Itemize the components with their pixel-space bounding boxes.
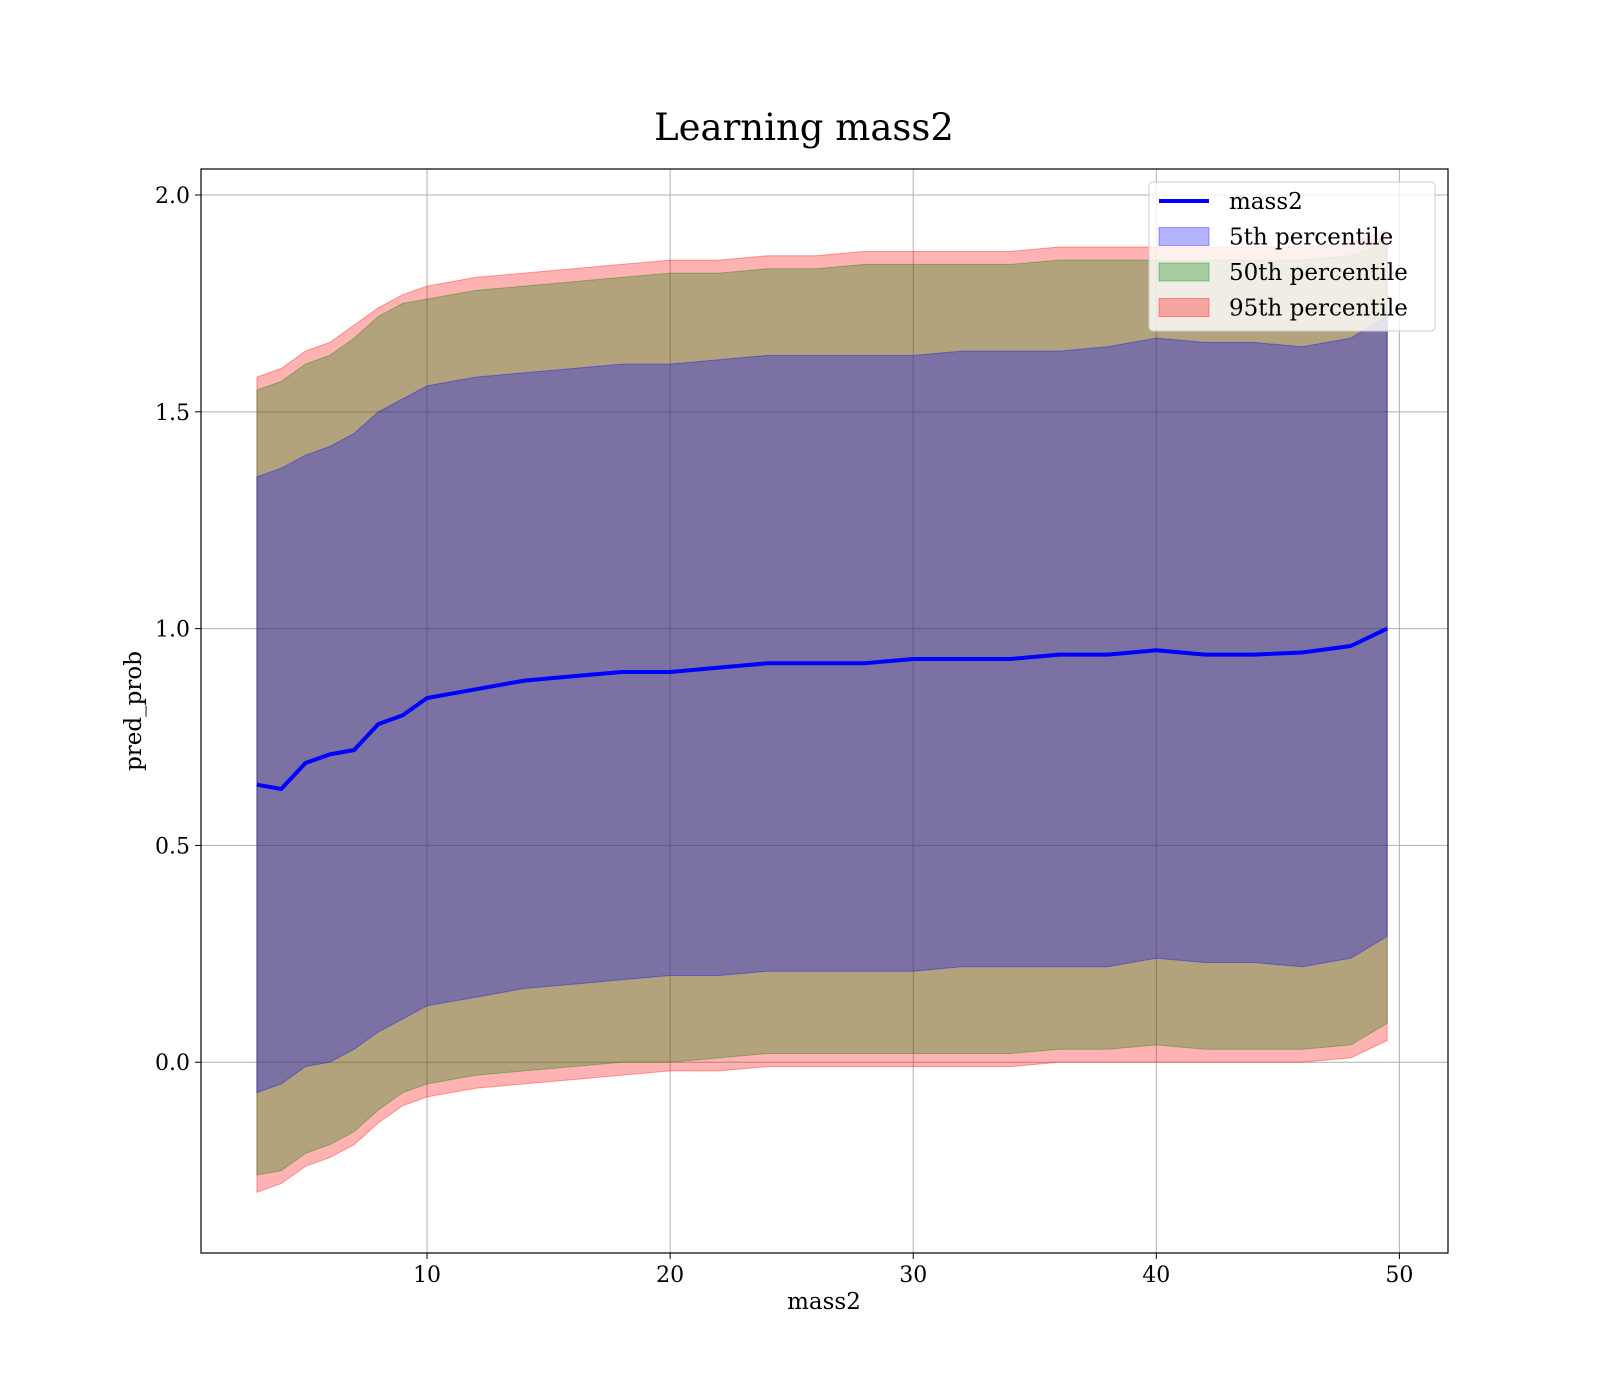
- y-tick-label: 0.0: [155, 1051, 190, 1076]
- chart-title: Learning mass2: [654, 106, 954, 149]
- x-tick-label: 10: [413, 1263, 441, 1288]
- legend-label: 50th percentile: [1229, 260, 1408, 286]
- series-lines: [256, 626, 1389, 791]
- plot-frame: [200, 168, 1449, 1254]
- legend-item: 5th percentile: [1158, 225, 1393, 251]
- legend-item: 95th percentile: [1158, 296, 1408, 322]
- legend-swatch: [1158, 227, 1210, 246]
- y-tick-label: 1.0: [155, 618, 190, 643]
- legend-label: 5th percentile: [1229, 225, 1393, 251]
- band-5th-percentile: [256, 315, 1388, 1094]
- x-axis-label: mass2: [787, 1289, 861, 1315]
- legend-swatch: [1158, 298, 1210, 317]
- legend-label: 95th percentile: [1229, 296, 1408, 322]
- bands: [256, 228, 1388, 1194]
- x-tick-label: 50: [1385, 1263, 1413, 1288]
- legend-item: 50th percentile: [1158, 260, 1408, 286]
- y-tick-label: 2.0: [155, 184, 190, 209]
- band-50th-percentile: [256, 241, 1388, 1176]
- x-tick-label: 20: [656, 1263, 684, 1288]
- x-tick-label: 30: [899, 1263, 927, 1288]
- band-95th-percentile: [256, 228, 1388, 1194]
- y-tick-label: 0.5: [155, 834, 190, 859]
- x-tick-label: 40: [1142, 1263, 1170, 1288]
- y-axis-label: pred_prob: [121, 651, 147, 771]
- legend-label: mass2: [1229, 189, 1303, 215]
- y-tick-label: 1.5: [155, 401, 190, 426]
- legend-swatch: [1158, 262, 1210, 282]
- line-mass2: [256, 626, 1389, 791]
- ticks: 10 20 30 40 50 0.0 0.5 1.0 1.5 2.0: [155, 184, 1413, 1288]
- legend: mass2 5th percentile 50th percentile 95th p…: [1148, 181, 1436, 332]
- legend-item: mass2: [1159, 189, 1303, 215]
- legend-frame: [1148, 181, 1436, 332]
